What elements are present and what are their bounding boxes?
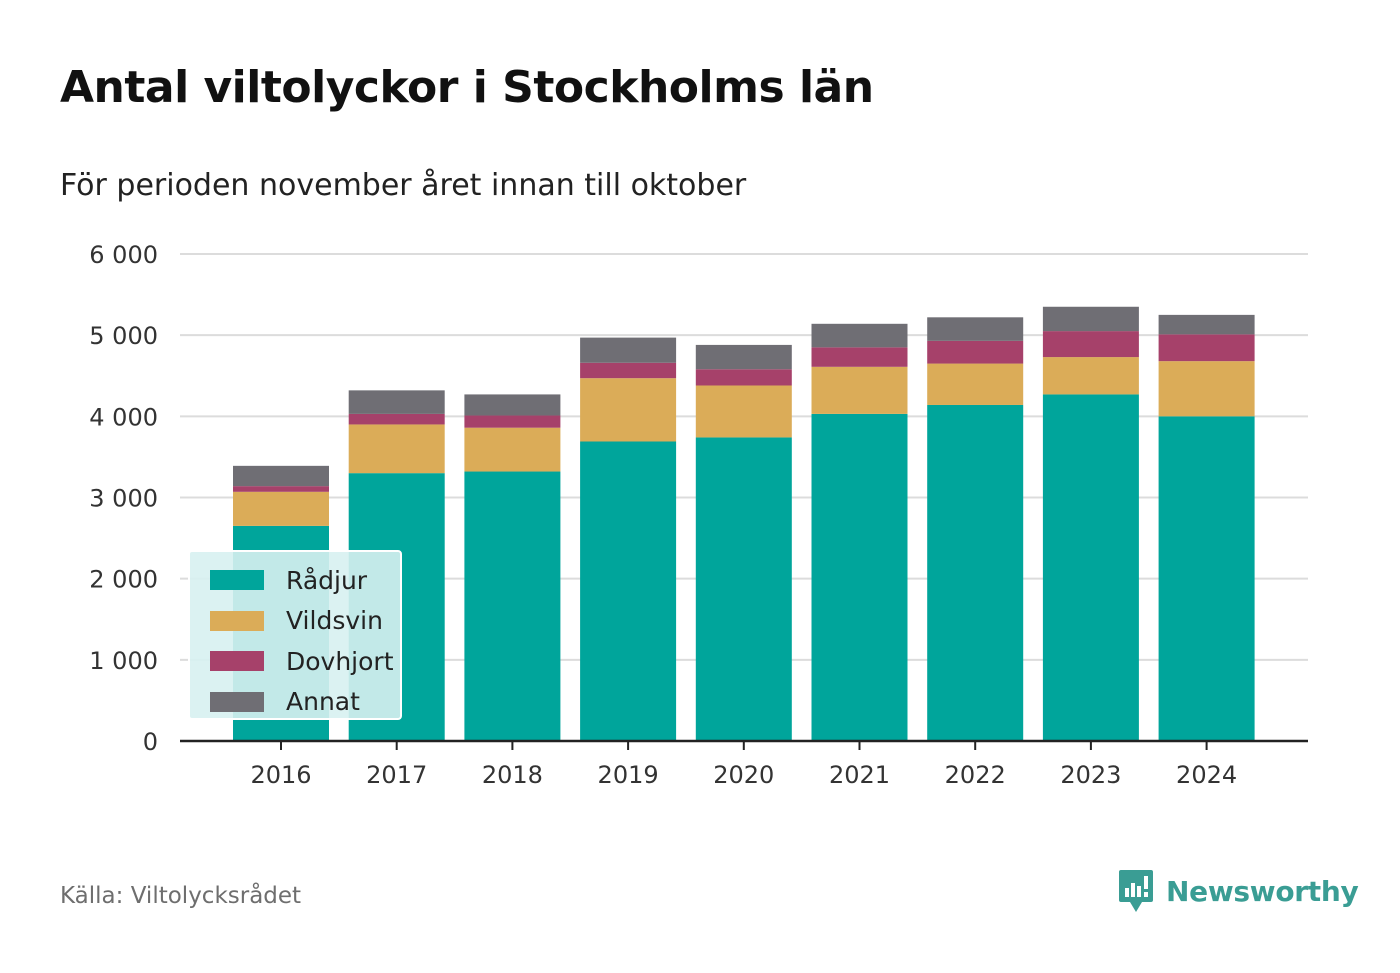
- x-axis: 2016 2017 2018 2019 2020 2021 2022 2023 2024: [180, 739, 1308, 789]
- x-tick-label: 2020: [713, 761, 774, 789]
- bar-segment: [1042, 331, 1139, 358]
- bar-segment: [927, 404, 1024, 741]
- x-tick-label: 2022: [945, 761, 1006, 789]
- bar-segment: [1158, 361, 1255, 417]
- legend-swatch: [210, 610, 264, 631]
- bar-segment: [233, 491, 329, 526]
- x-tick-label: 2017: [366, 761, 427, 789]
- bar-segment: [695, 344, 792, 370]
- bar-segment: [695, 369, 792, 386]
- bar-segment: [811, 323, 908, 348]
- bar-segment: [233, 465, 329, 487]
- legend-label: Vildsvin: [286, 606, 383, 636]
- bar-segment: [1158, 334, 1255, 362]
- legend-label: Annat: [286, 687, 360, 717]
- bar-segment: [233, 486, 329, 492]
- bar-segment: [464, 415, 561, 428]
- bar-segment: [695, 385, 792, 438]
- y-tick-label: 5 000: [89, 322, 158, 350]
- brand-logo: Newsworthy: [1118, 868, 1359, 914]
- x-tick-label: 2021: [829, 761, 890, 789]
- x-tick-label: 2024: [1176, 761, 1237, 789]
- bar-chart-speech-bubble-icon: [1119, 870, 1153, 912]
- brand-name: Newsworthy: [1166, 874, 1359, 908]
- legend-item: Rådjur: [210, 560, 400, 601]
- chart-title: Antal viltolyckor i Stockholms län: [60, 62, 874, 113]
- bar-segment: [1158, 314, 1255, 335]
- y-tick-label: 2 000: [89, 566, 158, 594]
- bar-segment: [927, 317, 1024, 341]
- legend-item: Dovhjort: [210, 641, 400, 682]
- legend-swatch: [210, 691, 264, 712]
- x-tick-label: 2016: [250, 761, 311, 789]
- bar-segment: [927, 363, 1024, 405]
- legend: Rådjur Vildsvin Dovhjort Annat: [188, 550, 402, 720]
- legend-label: Rådjur: [286, 565, 368, 595]
- bar-segment: [811, 347, 908, 367]
- bar-segment: [348, 390, 445, 414]
- bar-segment: [464, 427, 561, 472]
- bar-segment: [811, 366, 908, 414]
- x-tick-label: 2023: [1060, 761, 1121, 789]
- chart-subtitle: För perioden november året innan till ok…: [60, 168, 747, 203]
- y-tick-label: 3 000: [89, 485, 158, 513]
- x-tick-label: 2019: [598, 761, 659, 789]
- bar-segment: [580, 362, 677, 379]
- bar-segment: [1042, 357, 1139, 395]
- bar-segment: [464, 471, 561, 741]
- y-tick-label: 1 000: [89, 647, 158, 675]
- legend-item: Vildsvin: [210, 601, 400, 642]
- legend-swatch: [210, 651, 264, 672]
- bar-segment: [1042, 394, 1139, 741]
- bar-segment: [927, 340, 1024, 364]
- bar-segment: [464, 394, 561, 416]
- bar-segment: [695, 437, 792, 741]
- legend-item: Annat: [210, 682, 400, 723]
- y-tick-label: 4 000: [89, 403, 158, 431]
- x-tick-label: 2018: [482, 761, 543, 789]
- bar-segment: [348, 424, 445, 474]
- y-tick-label: 0: [143, 728, 158, 756]
- bar-segment: [580, 337, 677, 363]
- legend-label: Dovhjort: [286, 646, 394, 676]
- bar-segment: [580, 441, 677, 741]
- y-tick-label: 6 000: [89, 241, 158, 269]
- bar-segment: [1158, 416, 1255, 741]
- bar-segment: [580, 378, 677, 442]
- source-note: Källa: Viltolycksrådet: [60, 883, 302, 909]
- bar-segment: [811, 413, 908, 741]
- y-tick-labels: 0 1 000 2 000 3 000 4 000 5 000 6 000: [89, 241, 158, 756]
- bar-segment: [348, 413, 445, 425]
- bar-segment: [1042, 306, 1139, 332]
- legend-swatch: [210, 570, 264, 591]
